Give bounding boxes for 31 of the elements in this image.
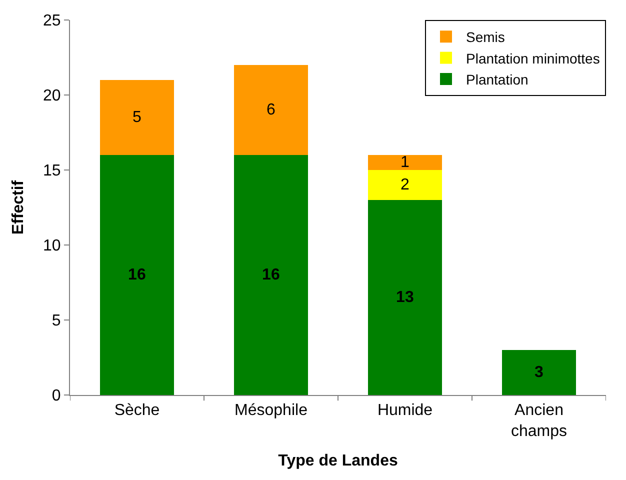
y-tick-label: 5 <box>52 312 61 330</box>
y-tick-label: 25 <box>43 12 61 30</box>
y-tick-label: 20 <box>43 88 61 105</box>
bar <box>368 200 442 395</box>
data-label: 16 <box>262 266 280 284</box>
x-axis-title: Type de Landes <box>278 452 398 470</box>
bar <box>100 80 174 155</box>
bar <box>234 65 308 155</box>
bar <box>234 155 308 395</box>
bar <box>368 155 442 170</box>
legend-label: Semis <box>466 29 505 46</box>
x-tick-label: Humide <box>377 402 433 420</box>
data-label: 2 <box>400 176 410 194</box>
y-tick-label: 15 <box>43 162 61 180</box>
y-tick-label: 10 <box>43 238 61 255</box>
y-tick-label: 0 <box>52 388 61 405</box>
data-label: 13 <box>396 289 414 306</box>
y-axis-title: Effectif <box>10 180 27 235</box>
bar <box>368 170 442 200</box>
x-tick-label: Ancien champs <box>510 402 568 440</box>
legend-label: Plantation <box>466 71 528 88</box>
bar <box>502 350 576 395</box>
data-label: 5 <box>132 109 142 126</box>
data-label: 1 <box>400 154 410 171</box>
bar <box>100 155 174 395</box>
x-tick-label: Sèche <box>114 402 160 420</box>
data-label: 16 <box>128 266 146 284</box>
x-tick-label: Mésophile <box>234 402 308 420</box>
data-label: 3 <box>534 364 544 381</box>
data-label: 6 <box>266 102 276 118</box>
legend-label: Plantation minimottes <box>466 50 600 66</box>
